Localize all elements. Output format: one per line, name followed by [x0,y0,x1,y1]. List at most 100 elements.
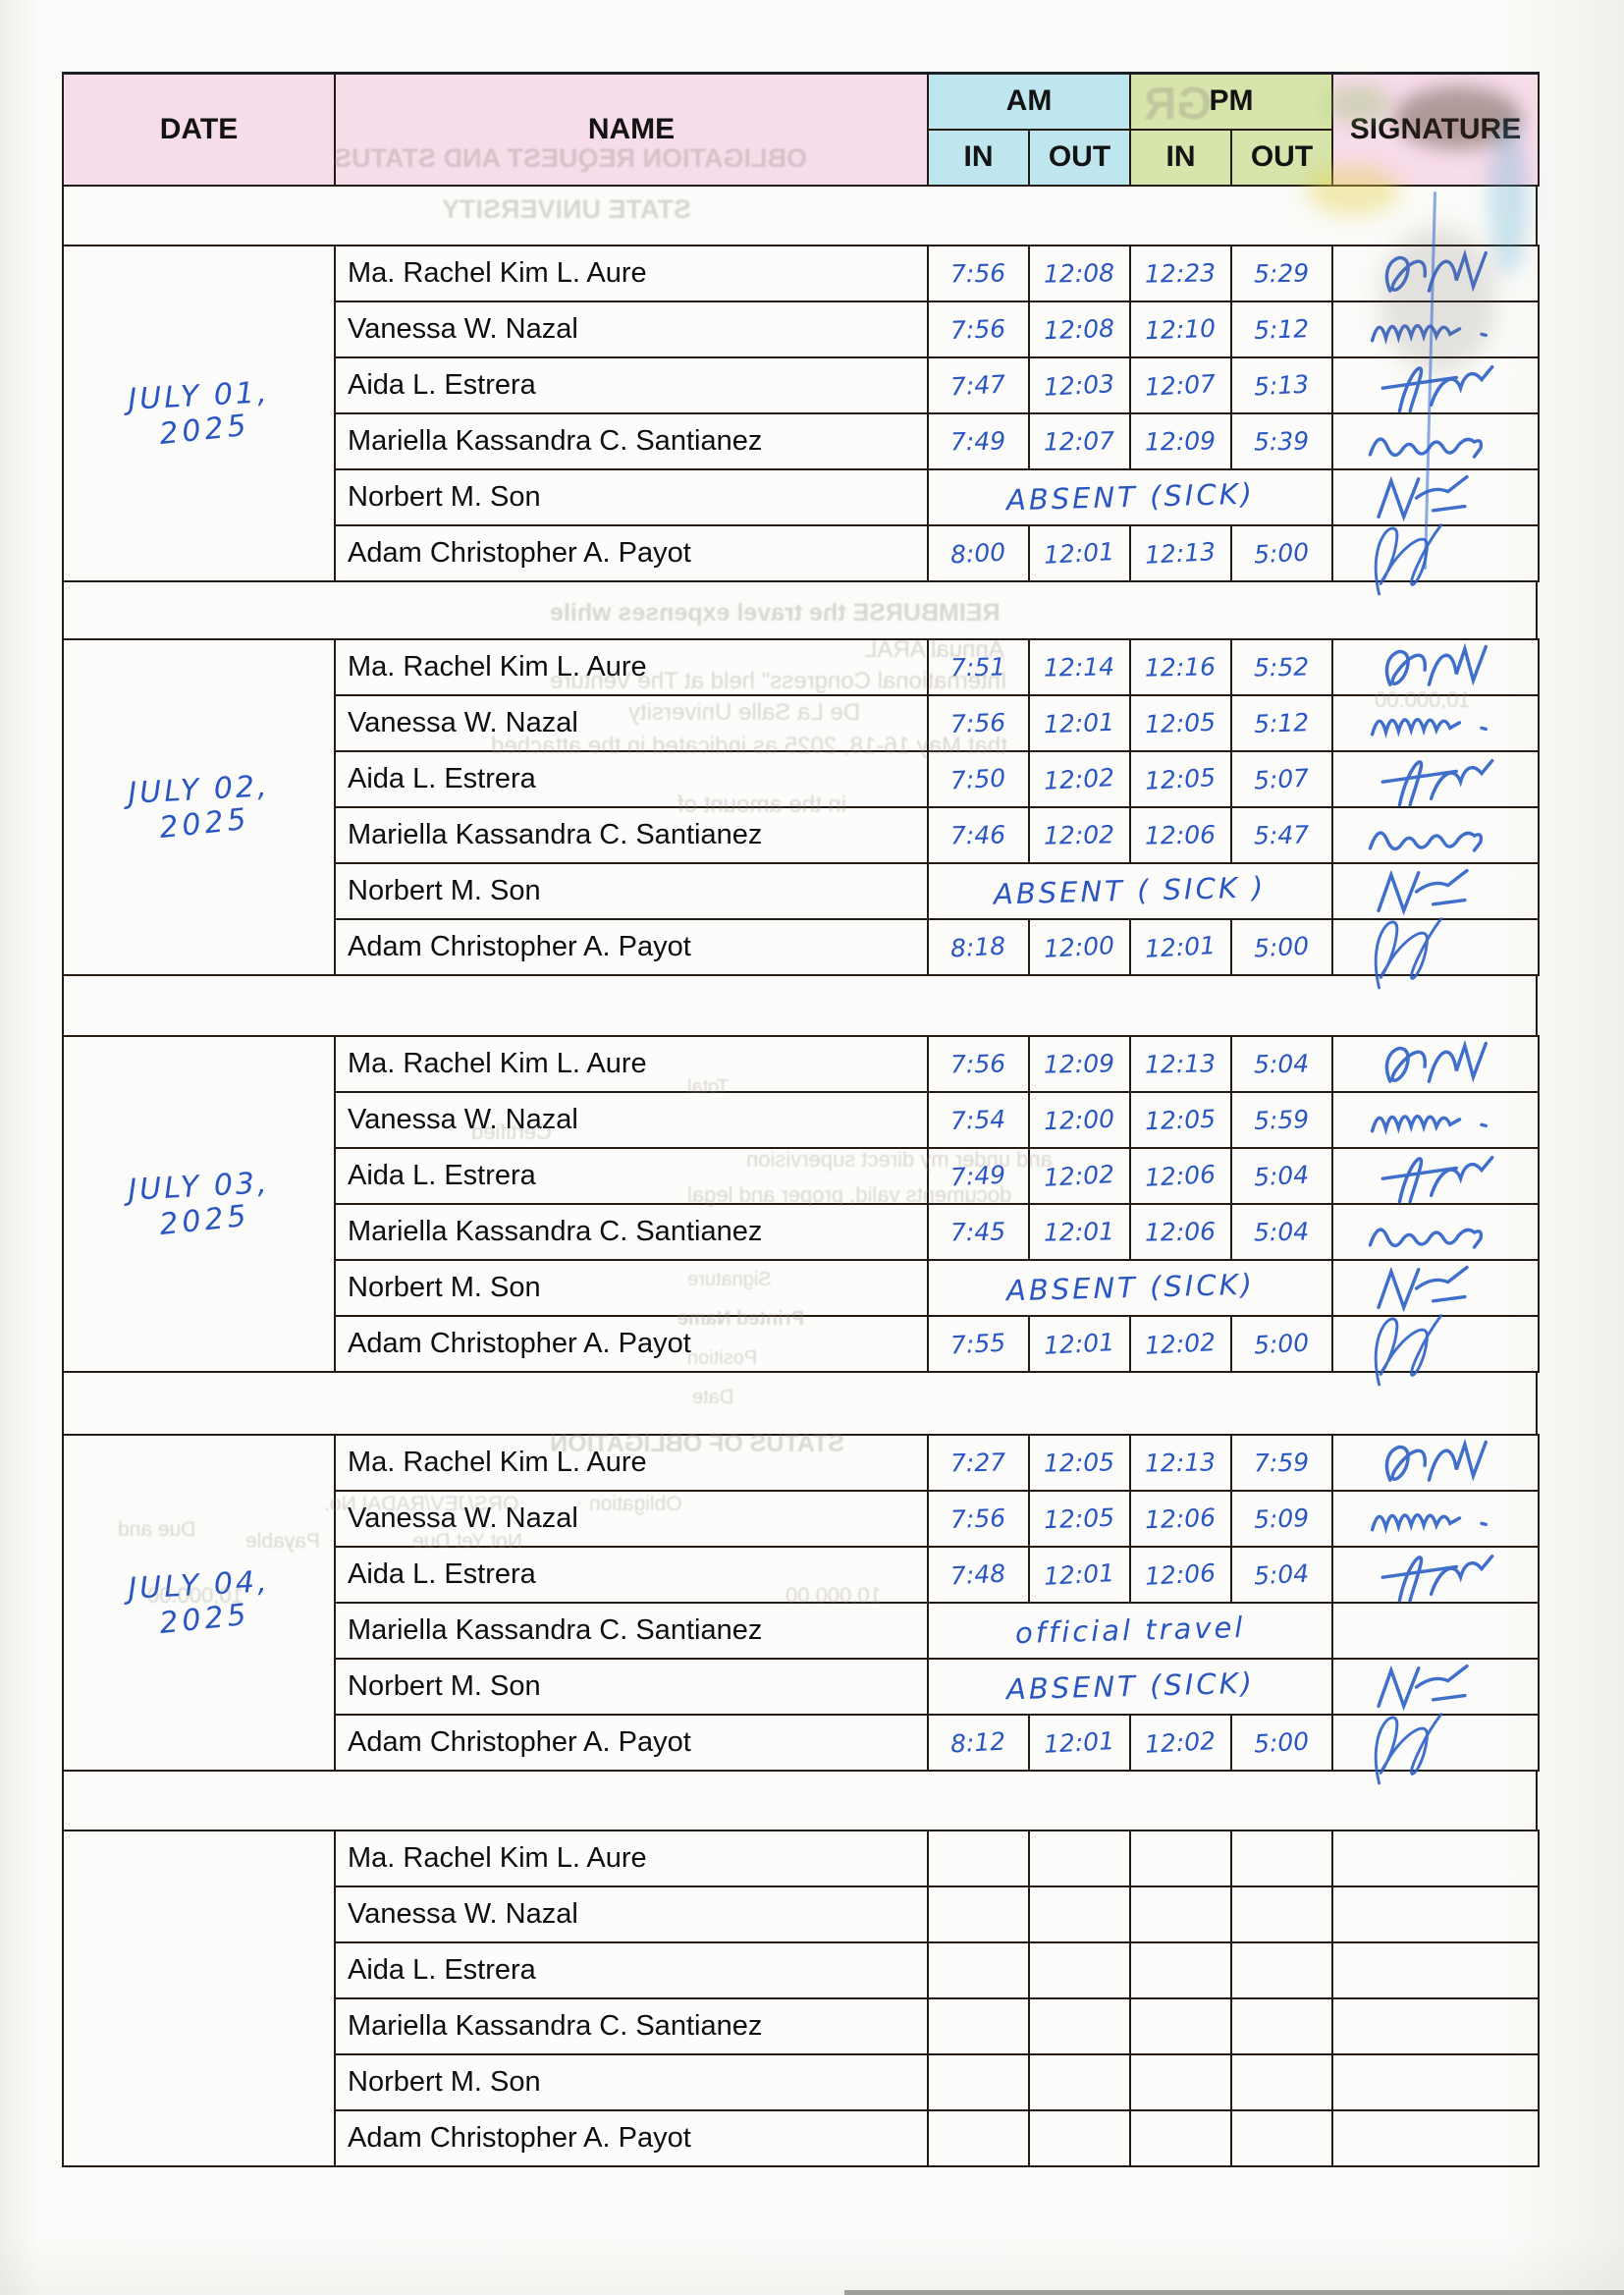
am-in-cell: 7:48 [927,1545,1030,1604]
time-value: 7:54 [949,1104,1007,1135]
time-value: 12:13 [1145,1048,1217,1079]
pm-out-cell [1230,2052,1333,2111]
am-in-cell: 7:56 [927,1489,1030,1548]
signature-scribble [1370,1512,1488,1534]
table-row: Adam Christopher A. Payot 8:00 12:01 12:13 5… [63,522,1540,595]
am-out-cell: 12:02 [1028,749,1131,808]
table-row: Norbert M. Son ABSENT ( SICK ) [63,861,1540,920]
name-cell: Ma. Rachel Kim L. Aure [334,1829,929,1887]
pm-out-cell: 5:13 [1230,355,1333,414]
pm-in-cell: 12:01 [1129,917,1232,976]
header-row-inout: IN OUT IN OUT [63,128,1539,187]
signature-cell [1331,1146,1540,1205]
table-row: Mariella Kassandra C. Santianez 7:45 12:01… [63,1202,1540,1261]
table-row: Mariella Kassandra C. Santianez 7:46 12:02… [63,805,1540,864]
pm-out-cell: 5:47 [1230,805,1333,864]
am-in-cell: 7:47 [927,355,1030,414]
name-cell: Vanessa W. Nazal [334,1090,929,1149]
signature-scribble [1380,1554,1494,1602]
attendance-block: JULY 01, 2025 Ma. Rachel Kim L. Aure 7:56 12… [62,244,1540,595]
bleed-through-text: Annual ARAL [864,636,1004,663]
pm-out-cell: 5:00 [1230,917,1333,976]
bleed-through-text: documents valid, proper and legal [687,1182,1012,1207]
date-cell [62,1829,336,2167]
am-out-cell: 12:01 [1028,1545,1131,1604]
pm-in-cell: 12:10 [1129,300,1232,358]
time-value: 8:18 [949,931,1007,962]
header-date: DATE [62,72,336,187]
am-in-cell: 7:27 [927,1433,1030,1492]
signature-scribble [1368,437,1484,459]
pm-in-cell: 12:16 [1129,637,1232,696]
am-in-cell: 7:45 [927,1202,1030,1261]
pm-in-cell: 12:05 [1129,693,1232,752]
header-name: NAME [334,72,929,187]
date-cell: JULY 02, 2025 [62,637,336,976]
time-value: 7:50 [949,763,1007,794]
signature-cell [1331,467,1540,526]
signature-cell [1331,1202,1540,1261]
am-in-cell: 7:54 [927,1090,1030,1149]
time-value: 7:55 [949,1328,1007,1359]
bleed-through-text: ORS/JEV/RADAI No. [324,1493,519,1515]
table-row: JULY 01, 2025 Ma. Rachel Kim L. Aure 7:56 12… [62,244,1540,582]
table-row: Norbert M. Son ABSENT (SICK) [63,1657,1540,1716]
time-value: 12:00 [1043,930,1116,963]
bleed-through-text: International Congress" held at The Vent… [550,668,1007,694]
signature-cell [1331,1885,1540,1943]
am-in-cell: 8:00 [927,523,1030,582]
am-out-cell: 12:02 [1028,1146,1131,1205]
time-value: 5:12 [1253,707,1311,738]
am-in-cell: 7:56 [927,300,1030,358]
am-out-cell: 12:00 [1028,1090,1131,1149]
bleed-through-text: STATUS OF OBLIGATION [550,1430,844,1457]
time-value: 5:00 [1253,1328,1311,1359]
name-cell: Norbert M. Son [334,1258,929,1317]
pm-out-cell: 5:00 [1230,523,1333,582]
time-value: 7:49 [950,426,1006,456]
pm-in-cell: 12:07 [1129,355,1232,414]
time-value: 12:06 [1144,1159,1218,1192]
signature-scribble [1384,642,1488,686]
name-cell: Vanessa W. Nazal [334,1489,929,1548]
time-value: 5:09 [1253,1503,1311,1534]
time-value: 12:01 [1043,707,1115,738]
time-value: 12:05 [1043,1503,1115,1534]
am-out-cell: 12:01 [1028,523,1131,582]
signature-cell [1331,1034,1540,1093]
attendance-block: Ma. Rachel Kim L. Aure Vanessa W. Nazal Ai… [62,1829,1540,2167]
signature-scribble [1384,248,1488,293]
signature-cell [1331,1545,1540,1604]
am-in-cell [927,1996,1030,2055]
spacer-row [62,975,1538,1035]
pm-in-cell: 12:05 [1129,749,1232,808]
table-row: Norbert M. Son ABSENT (SICK) [63,467,1540,526]
signature-cell [1331,916,1540,989]
name-cell: Mariella Kassandra C. Santianez [334,805,929,864]
time-value: 5:39 [1254,426,1310,456]
am-out-cell [1028,1996,1131,2055]
pm-in-cell: 12:13 [1129,523,1232,582]
signature-cell [1331,2108,1540,2167]
spacer-row [62,186,1538,245]
time-value: 12:06 [1145,819,1217,850]
time-value: 12:02 [1144,1725,1218,1759]
time-value: 12:01 [1044,1216,1115,1247]
am-out-cell [1028,2052,1131,2111]
table-row: Norbert M. Son ABSENT (SICK) [63,1258,1540,1317]
name-cell: Ma. Rachel Kim L. Aure [334,244,929,302]
table-row: JULY 02, 2025 Ma. Rachel Kim L. Aure 7:51 12… [62,637,1540,976]
am-out-cell [1028,1885,1131,1943]
table-row: Aida L. Estrera 7:47 12:03 12:07 5:13 [63,355,1540,414]
pm-out-cell: 5:52 [1230,637,1333,696]
name-cell: Aida L. Estrera [334,355,929,414]
attendance-block: JULY 02, 2025 Ma. Rachel Kim L. Aure 7:51 12… [62,637,1540,989]
pm-out-cell [1230,1996,1333,2055]
date-cell: JULY 04, 2025 [62,1433,336,1772]
table-row: JULY 04, 2025 Ma. Rachel Kim L. Aure 7:27 12… [62,1433,1540,1772]
am-out-cell [1028,2108,1131,2167]
date-cell: JULY 03, 2025 [62,1034,336,1373]
name-cell: Norbert M. Son [334,467,929,526]
time-value: 5:04 [1254,1217,1310,1246]
bleed-through-text: Due and [118,1518,196,1541]
